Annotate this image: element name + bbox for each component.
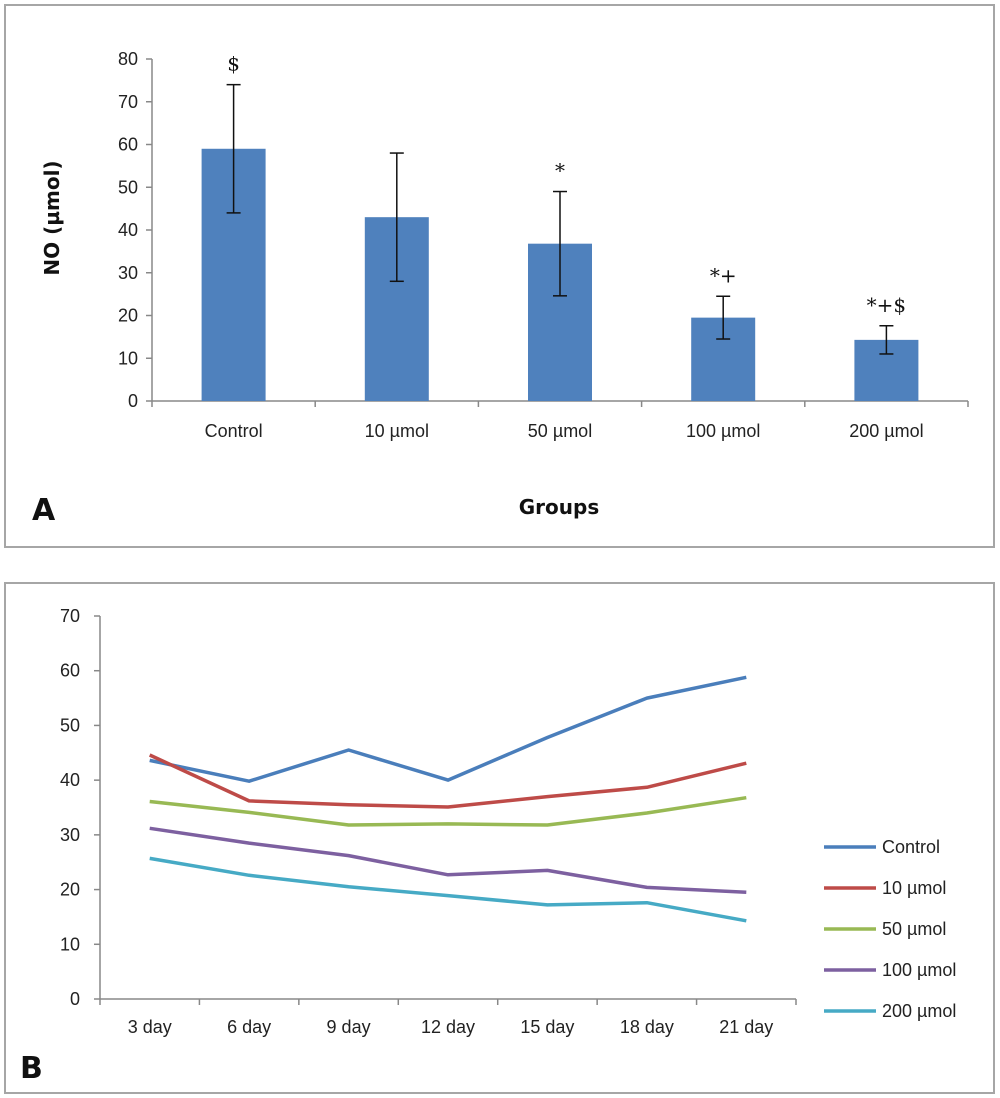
legend-label: 50 µmol <box>882 919 946 939</box>
y-tick-label: 70 <box>118 92 138 112</box>
y-tick-label: 80 <box>118 49 138 69</box>
x-tick-label: 6 day <box>227 1017 271 1037</box>
series-line-control <box>149 675 747 783</box>
y-tick-label: 20 <box>118 306 138 326</box>
x-tick-label: 21 day <box>719 1017 773 1037</box>
significance-annotation: * <box>555 159 565 183</box>
y-tick-label: 10 <box>60 934 80 954</box>
legend-label: 10 µmol <box>882 878 946 898</box>
x-tick-label: 12 day <box>421 1017 475 1037</box>
y-axis-title: NO (µmol) <box>40 160 64 275</box>
y-tick-label: 70 <box>60 606 80 626</box>
y-tick-label: 0 <box>70 989 80 1009</box>
y-tick-label: 50 <box>60 715 80 735</box>
series-line-10-mol <box>148 753 747 809</box>
y-tick-label: 30 <box>60 825 80 845</box>
significance-annotation: *+$ <box>867 293 906 317</box>
x-tick-label: 100 µmol <box>686 421 760 441</box>
y-tick-label: 20 <box>60 880 80 900</box>
y-tick-label: 10 <box>118 348 138 368</box>
y-tick-label: 0 <box>128 391 138 411</box>
x-tick-label: 3 day <box>128 1017 172 1037</box>
x-tick-label: 15 day <box>520 1017 574 1037</box>
x-axis-title: Groups <box>519 495 599 519</box>
legend-label: 200 µmol <box>882 1001 956 1021</box>
significance-annotation: $ <box>227 52 240 76</box>
series-line-50-mol <box>149 795 747 827</box>
x-tick-label: 18 day <box>620 1017 674 1037</box>
y-tick-label: 60 <box>60 661 80 681</box>
y-tick-label: 60 <box>118 135 138 155</box>
y-tick-label: 40 <box>118 220 138 240</box>
bar-chart: NO (µmol) Groups A 0 10 20 30 40 50 60 70 80 Cont… <box>32 49 969 528</box>
x-tick-label: Control <box>205 421 263 441</box>
significance-annotation: *+ <box>710 263 737 287</box>
line-chart: B 0 10 20 30 40 50 60 70 3 day 6 day 9 day 12 day 15… <box>20 606 956 1086</box>
x-tick-label: 9 day <box>327 1017 371 1037</box>
y-tick-label: 30 <box>118 263 138 283</box>
x-tick-label: 10 µmol <box>365 421 429 441</box>
x-tick-label: 200 µmol <box>849 421 923 441</box>
legend-label: 100 µmol <box>882 960 956 980</box>
series-line-200-mol <box>149 856 747 923</box>
legend-label: Control <box>882 837 940 857</box>
panel-label-a: A <box>32 493 56 528</box>
y-tick-label: 50 <box>118 177 138 197</box>
y-tick-label: 40 <box>60 770 80 790</box>
panel-a: NO (µmol) Groups A 0 10 20 30 40 50 60 70 80 Cont… <box>4 4 995 548</box>
x-tick-label: 50 µmol <box>528 421 592 441</box>
panel-b: B 0 10 20 30 40 50 60 70 3 day 6 day 9 day 12 day 15… <box>4 582 995 1094</box>
panel-label-b: B <box>20 1051 43 1086</box>
series-line-100-mol <box>149 826 747 895</box>
